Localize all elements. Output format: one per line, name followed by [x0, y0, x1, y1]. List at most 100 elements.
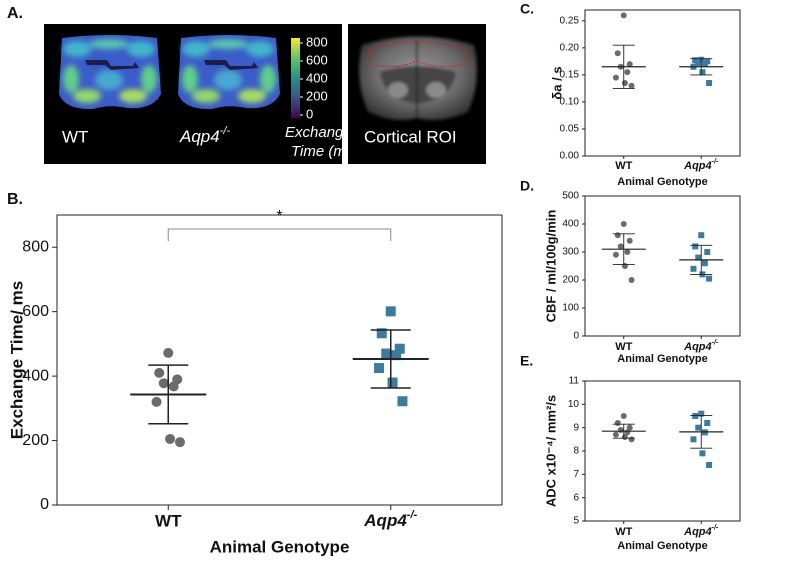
y-tick-label: 9	[573, 422, 579, 433]
panel-label: C.	[520, 1, 534, 17]
wt-map	[59, 35, 161, 109]
roi-label: Cortical ROI	[364, 127, 457, 146]
data-point	[397, 396, 408, 407]
colorbar-tick-label: 800	[306, 34, 328, 49]
y-tick-label: 0.15	[560, 70, 580, 81]
data-point	[621, 434, 628, 440]
data-point	[612, 74, 619, 81]
y-tick-label: 0.00	[560, 151, 580, 162]
data-point	[626, 237, 633, 244]
y-tick-label: 500	[562, 191, 579, 202]
data-point	[621, 263, 628, 269]
data-point	[706, 462, 713, 468]
x-axis-label: Animal Genotype	[617, 540, 707, 552]
x-tick-label: Aqp4-/-	[683, 157, 719, 171]
y-tick-label: 200	[22, 432, 49, 449]
data-point	[695, 254, 702, 261]
x-tick-label: Aqp4-/-	[363, 509, 417, 530]
colorbar	[291, 38, 300, 118]
y-tick-label: 300	[562, 247, 579, 258]
data-point	[612, 431, 619, 438]
mri-image	[359, 36, 477, 120]
y-axis-label: CBF / ml/100g/min	[543, 210, 558, 323]
y-tick-label: 800	[22, 238, 49, 255]
colorbar-tick-label: 400	[306, 70, 328, 85]
panel-label: A.	[7, 5, 23, 22]
y-tick-label: 400	[562, 219, 579, 230]
data-point	[163, 347, 174, 358]
data-point	[391, 350, 402, 361]
panel-label: D.	[520, 178, 534, 194]
data-point	[690, 265, 697, 272]
data-point	[174, 437, 185, 448]
y-tick-label: 600	[22, 303, 49, 320]
chart-panel: B. 0 200 400 600 800 WT Aqp4-/- Animal Genotype E…	[7, 191, 503, 556]
plot-frame	[584, 9, 741, 157]
x-tick-label: WT	[615, 526, 632, 538]
colorbar-label: Time (ms)	[291, 143, 358, 160]
y-tick-label: 100	[562, 303, 579, 314]
data-point	[614, 232, 621, 239]
data-point	[620, 413, 627, 419]
data-point	[704, 420, 711, 426]
plot-frame	[56, 214, 503, 506]
data-point	[699, 450, 706, 457]
y-tick-label: 10	[568, 399, 580, 410]
y-tick-label: 7	[573, 469, 579, 480]
ko-map	[178, 35, 280, 109]
x-tick-label: Aqp4-/-	[683, 523, 719, 537]
y-tick-label: 0.10	[560, 97, 580, 108]
colorbar-label: Exchange	[285, 124, 352, 141]
y-tick-label: 0	[573, 331, 579, 342]
data-point	[381, 348, 392, 359]
map-label: Aqp4-/-	[179, 125, 230, 146]
data-point	[628, 277, 635, 283]
y-tick-label: 0	[40, 496, 49, 513]
y-tick-label: 8	[573, 446, 579, 457]
data-point	[698, 410, 705, 417]
data-point	[620, 12, 627, 19]
data-point	[376, 328, 387, 339]
chart-panel: E. 5 6 7 8 9 10 11 WT Aqp4-/- Animal Genotype ADC x…	[520, 353, 741, 552]
data-point	[695, 59, 702, 66]
panel-label: E.	[520, 353, 533, 369]
data-point	[690, 436, 697, 443]
data-point	[624, 249, 631, 255]
y-tick-label: 0.05	[560, 124, 580, 135]
plot-frame	[584, 380, 741, 522]
data-point	[626, 61, 633, 68]
data-point	[394, 343, 405, 354]
roi-outline	[367, 41, 469, 68]
data-point	[695, 424, 702, 431]
data-point	[165, 433, 176, 444]
data-point	[698, 232, 705, 239]
data-point	[701, 260, 708, 267]
x-axis-label: Animal Genotype	[617, 353, 707, 365]
data-point	[168, 381, 179, 392]
data-point	[699, 69, 706, 76]
x-tick-label: WT	[615, 160, 632, 172]
data-point	[158, 378, 169, 389]
data-point	[624, 69, 631, 76]
y-tick-label: 0.20	[560, 42, 580, 53]
data-point	[706, 80, 713, 86]
y-tick-label: 200	[562, 275, 579, 286]
x-axis-label: Animal Genotype	[210, 537, 350, 556]
data-point	[151, 396, 162, 407]
y-axis-label: Exchange Time/ ms	[7, 281, 26, 439]
data-point	[154, 367, 165, 378]
y-tick-label: 0.25	[560, 15, 580, 26]
y-tick-label: 11	[569, 376, 580, 387]
colorbar-tick-label: 600	[306, 52, 328, 67]
colorbar-tick-label: 0	[306, 106, 313, 121]
plot-frame	[584, 195, 741, 337]
map-label: WT	[62, 127, 88, 146]
significance-label: *	[276, 208, 282, 225]
data-point	[701, 61, 708, 68]
data-point	[620, 221, 627, 227]
x-tick-label: Aqp4-/-	[683, 338, 719, 352]
y-tick-label: 400	[22, 367, 49, 384]
y-tick-label: 5	[573, 516, 579, 527]
